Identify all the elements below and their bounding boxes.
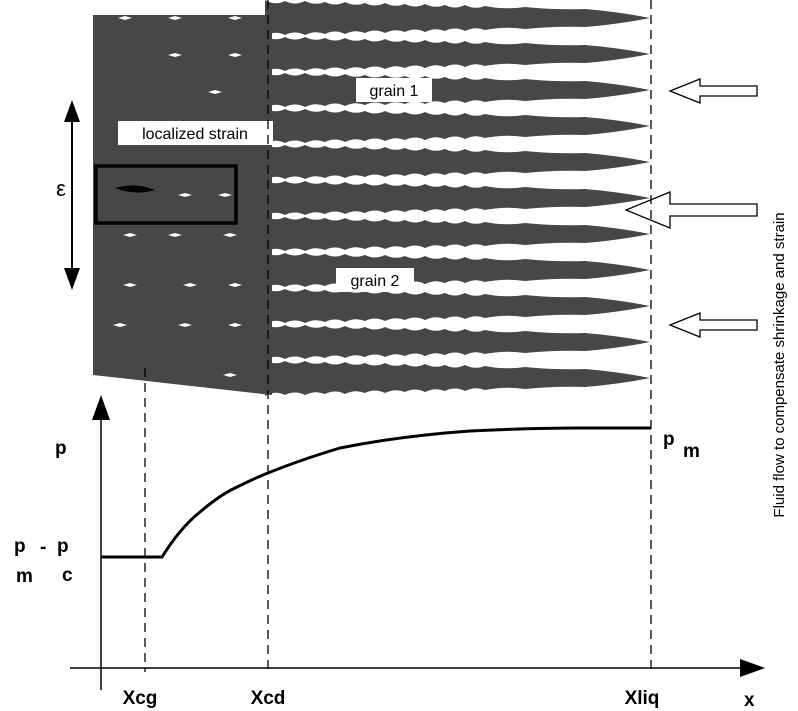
microstructure [93, 0, 650, 396]
strain-arrow: ε [56, 100, 80, 290]
pm-sub: m [683, 441, 700, 462]
label: grain 1 [370, 83, 419, 100]
pmpc-sub1: m [16, 566, 33, 587]
x-marker: Xcg [123, 688, 158, 709]
x-marker: Xliq [625, 688, 660, 709]
pmpc-p2: p [57, 536, 69, 557]
pmpc-minus: - [40, 537, 46, 558]
x-marker: Xcd [251, 688, 286, 709]
axes [70, 395, 765, 690]
pmpc-p1: p [14, 536, 26, 557]
guides [144, 0, 652, 672]
flow-arrows [624, 78, 758, 338]
label: localized strain [142, 126, 248, 143]
y-label: p [55, 438, 67, 459]
flow-caption: Fluid flow to compensate shrinkage and s… [771, 212, 788, 517]
x-label: x [744, 690, 755, 711]
label: grain 2 [351, 273, 400, 290]
pmpc-sub2: c [62, 565, 73, 586]
pm-p: p [663, 429, 675, 450]
strain-symbol: ε [56, 176, 66, 201]
